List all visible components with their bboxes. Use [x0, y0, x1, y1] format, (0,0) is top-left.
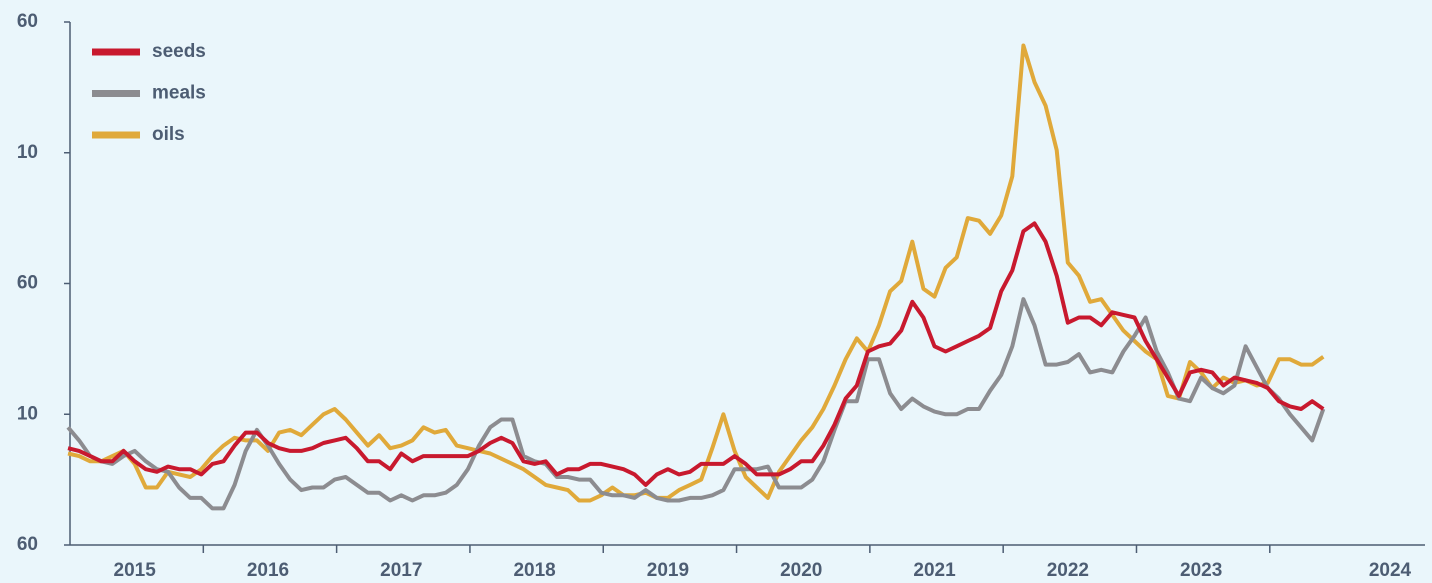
x-tick-label: 2015	[114, 560, 157, 581]
y-tick-label: 10	[17, 403, 38, 424]
x-tick-label: 2016	[247, 560, 289, 581]
series-line	[66, 297, 1326, 511]
x-tick-label: 2020	[780, 560, 822, 581]
series-line	[67, 43, 1325, 503]
x-tick-label: 2021	[913, 560, 956, 581]
legend-label: meals	[152, 83, 206, 104]
x-tick-label: 2024	[1369, 560, 1412, 581]
series-line	[67, 221, 1325, 487]
y-tick-label: 60	[17, 11, 38, 32]
x-tick-label: 2022	[1047, 560, 1089, 581]
legend-label: seeds	[152, 41, 206, 62]
x-tick-label: 2023	[1180, 560, 1222, 581]
x-tick-label: 2018	[513, 560, 555, 581]
y-tick-label: 60	[17, 273, 38, 294]
legend-label: oils	[152, 124, 185, 145]
x-tick-label: 2017	[380, 560, 422, 581]
x-tick-label: 2019	[647, 560, 689, 581]
y-tick-label: 60	[17, 534, 38, 555]
y-tick-label: 10	[17, 142, 38, 163]
